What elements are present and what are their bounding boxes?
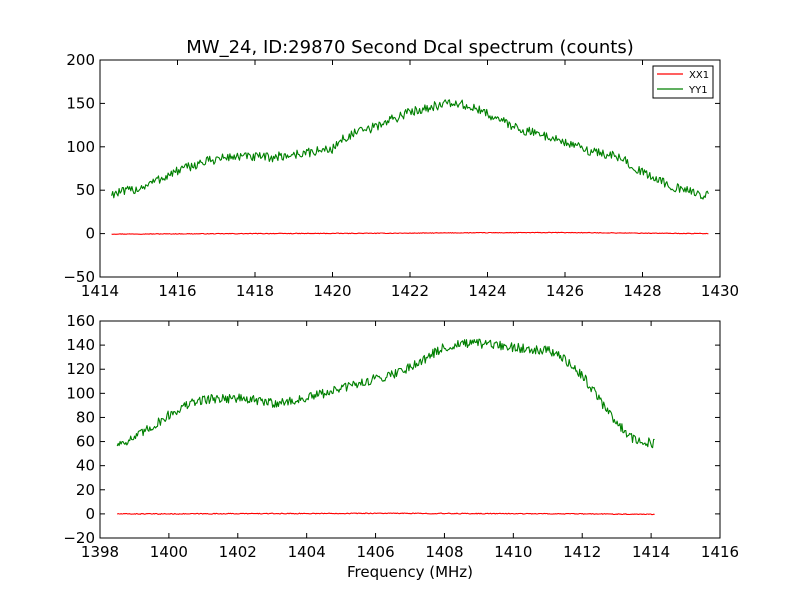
bottom-ticks-layer: 1398 1400 1402 1404 1406 1408 1410 1412 1414 1416… [63,312,739,561]
top-legend: XX1 YY1 [652,65,714,99]
y-tick-label: 20 [76,481,95,499]
y-tick-label: 100 [66,384,95,402]
x-tick-label: 1414 [81,282,119,300]
legend-label-xx1: XX1 [689,70,709,81]
x-tick-label: 1400 [150,543,188,561]
top-series-layer [111,99,709,235]
series-line-yy1 [111,99,709,200]
y-tick-label: 100 [66,138,95,156]
x-tick-label: 1404 [288,543,326,561]
series-line-xx1 [116,512,655,516]
y-tick-label: 0 [85,505,95,523]
x-tick-label: 1408 [425,543,463,561]
bottom-axes-frame [99,320,721,539]
y-tick-label: 160 [66,312,95,330]
legend-label-yy1: YY1 [688,85,708,96]
chart-title: MW_24, ID:29870 Second Dcal spectrum (co… [186,37,633,58]
x-axis-label: Frequency (MHz) [347,563,473,581]
x-tick-label: 1426 [546,282,584,300]
x-tick-label: 1418 [236,282,274,300]
x-tick-label: 1416 [158,282,196,300]
bottom-panel: 1398 1400 1402 1404 1406 1408 1410 1412 1414 1416… [63,312,739,561]
y-tick-label: 120 [66,360,95,378]
legend-box [652,65,714,99]
x-tick-label: 1412 [563,543,601,561]
series-line-yy1 [116,338,655,449]
x-tick-label: 1424 [468,282,506,300]
x-tick-label: 1414 [632,543,670,561]
x-tick-label: 1402 [219,543,257,561]
bottom-series-layer [116,338,655,516]
y-tick-label: 50 [76,181,95,199]
y-tick-label: 60 [76,433,95,451]
x-tick-label: 1410 [494,543,532,561]
y-tick-label: 150 [66,94,95,112]
y-tick-label: 40 [76,457,95,475]
x-tick-label: 1420 [313,282,351,300]
top-panel: 1414 1416 1418 1420 1422 1424 1426 1428 1430 −50 0… [63,51,739,300]
x-tick-label: 1406 [356,543,394,561]
y-tick-label: 0 [85,225,95,243]
y-tick-label: 80 [76,408,95,426]
y-tick-label: 200 [66,51,95,69]
x-tick-label: 1428 [623,282,661,300]
top-ticks-layer: 1414 1416 1418 1420 1422 1424 1426 1428 1430 −50 0… [63,51,739,300]
x-tick-label: 1422 [391,282,429,300]
y-tick-label: −50 [63,268,95,286]
x-tick-label: 1416 [701,543,739,561]
y-tick-label: −20 [63,529,95,547]
series-line-xx1 [111,231,709,235]
x-tick-label: 1430 [701,282,739,300]
x-tick-label: 1398 [81,543,119,561]
y-tick-label: 140 [66,336,95,354]
